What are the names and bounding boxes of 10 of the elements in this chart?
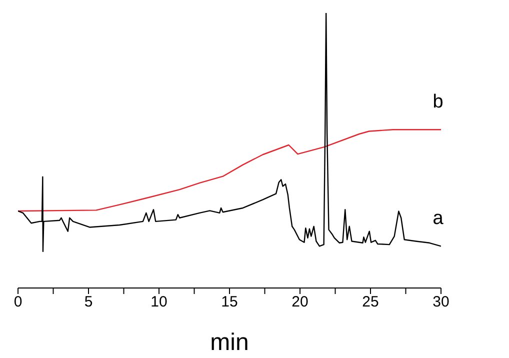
x-tick-label: 20 (292, 294, 308, 311)
series-label: a (432, 208, 444, 230)
x-tick-label: 25 (362, 294, 379, 311)
x-tick-label: 5 (84, 294, 93, 311)
series-label: b (432, 92, 444, 113)
x-tick-label: 0 (14, 294, 22, 311)
x-tick-label: 10 (150, 294, 168, 311)
x-axis-title: min (210, 329, 249, 356)
x-tick-label: 15 (221, 294, 238, 311)
x-tick-label: 30 (432, 294, 450, 311)
